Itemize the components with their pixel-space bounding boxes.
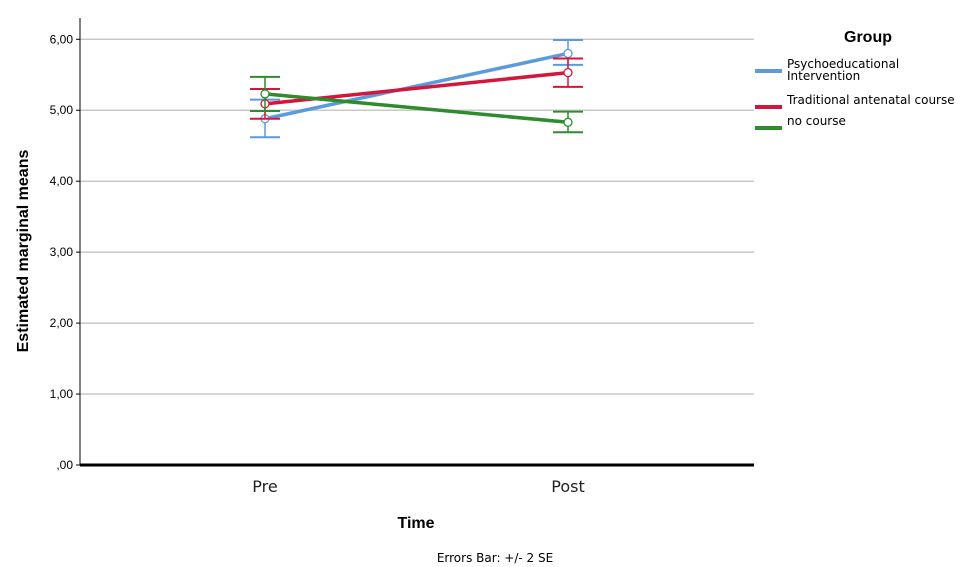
series-no-course (250, 75, 583, 134)
y-tick-label: 5,00 (50, 103, 74, 117)
legend-items: Psychoeducational Intervention Traditional… (755, 57, 955, 130)
series-line (264, 92, 569, 125)
legend-item: no course (755, 114, 846, 130)
y-tick-label: ,00 (56, 458, 73, 472)
data-point (563, 117, 573, 127)
x-tick-label: Pre (252, 477, 277, 496)
legend-label: Traditional antenatal course (786, 93, 955, 107)
legend: Group Psychoeducational Intervention Tradi… (755, 29, 955, 130)
series-line (264, 51, 569, 121)
legend-label-line: no course (787, 114, 846, 128)
y-tick-label: 6,00 (50, 32, 74, 46)
data-point (260, 89, 270, 99)
data-point (563, 48, 573, 59)
grid-lines (80, 38, 754, 395)
x-axis-ticks: Pre Post (252, 477, 584, 496)
y-tick-label: 4,00 (50, 174, 74, 188)
y-tick-label: 2,00 (50, 316, 74, 330)
legend-title: Group (844, 29, 892, 46)
data-point (563, 67, 573, 78)
legend-label-line: Intervention (787, 69, 860, 83)
legend-item: Traditional antenatal course (755, 93, 955, 109)
legend-label: no course (787, 114, 846, 128)
y-axis-title: Estimated marginal means (15, 150, 32, 353)
legend-label: Psychoeducational Intervention (787, 57, 899, 83)
legend-label-line: Traditional antenatal course (786, 93, 955, 107)
series-group (250, 38, 583, 139)
y-axis-ticks: ,00 1,00 2,00 3,00 4,00 5,00 6,00 (50, 32, 80, 472)
x-axis-title: Time (397, 515, 434, 532)
y-tick-label: 3,00 (50, 245, 74, 259)
error-bar-footnote: Errors Bar: +/- 2 SE (437, 551, 553, 565)
y-tick-label: 1,00 (50, 387, 74, 401)
x-tick-label: Post (551, 477, 584, 496)
legend-label-line: Psychoeducational (787, 57, 899, 71)
legend-item: Psychoeducational Intervention (755, 57, 899, 83)
